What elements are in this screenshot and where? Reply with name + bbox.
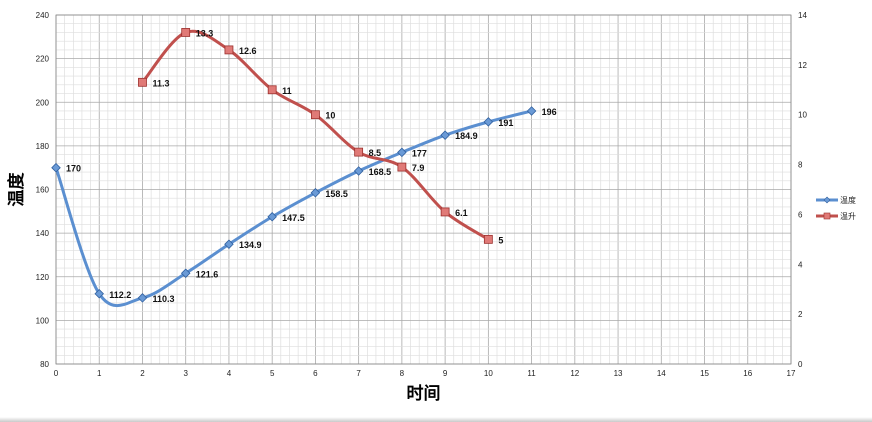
y-tick-label: 120: [36, 273, 50, 282]
data-point-square: [311, 110, 320, 120]
data-label: 8.5: [369, 148, 382, 158]
y2-tick-label: 0: [798, 360, 803, 369]
series-lines: [54, 29, 534, 308]
data-point-square: [483, 234, 493, 244]
data-point-square: [224, 45, 234, 55]
data-label: 121.6: [196, 269, 219, 279]
gridlines: [55, 14, 792, 365]
y-tick-label: 100: [36, 316, 50, 325]
data-point-square: [267, 85, 277, 95]
x-tick-label: 14: [657, 369, 666, 378]
data-point-diamond: [440, 130, 450, 140]
data-point-diamond: [353, 166, 364, 176]
y-tick-label: 240: [36, 11, 50, 20]
data-label: 147.5: [282, 213, 305, 223]
y-tick-label: 220: [36, 55, 50, 64]
data-label: 170: [66, 164, 81, 174]
data-point-diamond: [180, 268, 191, 279]
y-tick-label: 80: [40, 360, 49, 369]
data-label: 168.5: [369, 167, 392, 177]
legend-label: 温度: [840, 195, 856, 205]
y2-tick-label: 10: [798, 111, 807, 120]
y2-tick-label: 8: [798, 161, 803, 170]
axes: 0 1 2 3 4 5 6 7 8 9 10 11 12 13 14 15 16 1780100120140160…: [36, 11, 808, 378]
data-labels: 170 112.2 110.3 121.6 134.9 147.5 158.5 168.5 17…: [66, 28, 557, 303]
data-label: 110.3: [152, 294, 174, 304]
x-tick-label: 11: [527, 369, 536, 378]
data-point-diamond: [137, 293, 148, 303]
x-tick-label: 15: [700, 369, 709, 378]
data-point-diamond: [526, 106, 537, 116]
x-tick-label: 1: [97, 369, 102, 378]
x-tick-label: 5: [270, 369, 275, 378]
data-label: 158.5: [325, 189, 348, 199]
data-point-square: [440, 207, 450, 217]
data-label: 6.1: [455, 208, 468, 218]
x-tick-label: 4: [227, 369, 232, 378]
y-tick-label: 200: [36, 98, 50, 107]
y2-tick-label: 12: [798, 61, 807, 70]
x-tick-label: 17: [787, 369, 796, 378]
y-tick-label: 180: [36, 142, 50, 151]
data-label: 11: [282, 86, 292, 96]
data-label: 7.9: [412, 163, 425, 173]
legend-marker-diamond: [823, 196, 831, 204]
data-point-diamond: [267, 211, 277, 222]
data-label: 10: [325, 111, 335, 121]
series-markers: [51, 28, 537, 303]
data-point-square: [397, 162, 407, 172]
x-tick-label: 12: [570, 369, 579, 378]
x-tick-label: 10: [484, 369, 493, 378]
y2-tick-label: 4: [798, 260, 803, 269]
data-label: 5: [498, 235, 503, 245]
y-tick-label: 160: [36, 186, 50, 195]
data-point-square: [138, 77, 147, 87]
data-label: 177: [412, 148, 427, 158]
y-tick-label: 140: [36, 229, 50, 238]
plot-area-border: [55, 14, 792, 365]
y-axis-title: 温度: [6, 172, 27, 207]
legend-label: 温升: [840, 212, 856, 221]
data-point-diamond: [94, 288, 105, 299]
x-axis-title: 时间: [407, 383, 441, 404]
data-point-diamond: [310, 188, 321, 198]
x-tick-label: 13: [614, 369, 623, 378]
data-label: 11.3: [152, 78, 169, 88]
x-tick-label: 2: [140, 369, 145, 378]
data-label: 12.6: [239, 46, 257, 56]
x-tick-label: 0: [54, 369, 59, 378]
data-point-diamond: [483, 117, 494, 127]
data-label: 13.3: [196, 28, 214, 38]
x-tick-label: 3: [183, 369, 188, 378]
data-point-diamond: [397, 147, 407, 158]
data-label: 191: [498, 118, 513, 128]
data-label: 112.2: [109, 290, 131, 300]
x-tick-label: 9: [443, 369, 448, 378]
data-point-square: [181, 28, 191, 37]
y2-tick-label: 6: [798, 210, 803, 219]
x-tick-label: 16: [743, 369, 752, 378]
data-label: 134.9: [239, 240, 262, 250]
x-tick-label: 6: [313, 369, 318, 378]
x-tick-label: 8: [400, 369, 405, 378]
data-label: 184.9: [455, 131, 478, 141]
data-point-square: [354, 147, 364, 157]
data-point-diamond: [51, 162, 61, 173]
data-label: 196: [542, 107, 557, 117]
y2-tick-label: 2: [798, 310, 803, 319]
legend-marker-square: [823, 212, 831, 220]
x-tick-label: 7: [356, 369, 361, 378]
data-point-diamond: [224, 239, 234, 250]
y2-tick-label: 14: [798, 11, 807, 20]
